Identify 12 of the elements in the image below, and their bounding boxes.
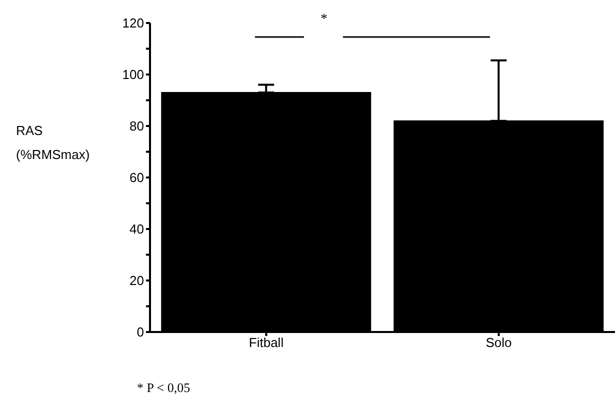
- text: * P < 0,05: [137, 380, 190, 395]
- x-tick-label: Fitball: [248, 335, 284, 350]
- y-tick-label: 120: [122, 16, 144, 31]
- x-tick-label: Solo: [486, 335, 512, 350]
- y-tick-label: 100: [122, 67, 144, 82]
- y-axis-title: RAS (%RMSmax): [16, 123, 90, 162]
- y-tick-label: 80: [130, 118, 144, 134]
- y-tick-label: 60: [130, 170, 144, 186]
- y-tick-label: 40: [130, 222, 144, 237]
- annotation: *: [320, 12, 328, 27]
- y-tick-label: 0: [136, 324, 144, 340]
- y-tick-label: 20: [130, 273, 144, 288]
